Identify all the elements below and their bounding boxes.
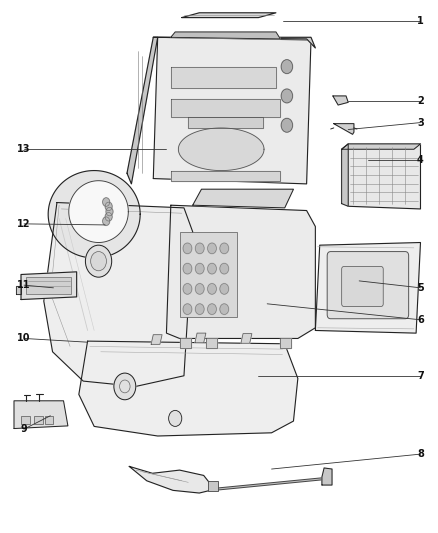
Text: 2: 2 (417, 96, 424, 106)
Circle shape (220, 304, 229, 314)
Text: 4: 4 (417, 155, 424, 165)
Polygon shape (334, 124, 354, 134)
Polygon shape (182, 13, 276, 18)
Text: 7: 7 (417, 371, 424, 381)
Polygon shape (193, 189, 293, 208)
Polygon shape (129, 466, 215, 493)
Polygon shape (153, 37, 311, 184)
Text: 9: 9 (21, 424, 28, 434)
Circle shape (208, 263, 216, 274)
Polygon shape (69, 181, 128, 243)
Polygon shape (48, 171, 140, 258)
Circle shape (220, 284, 229, 294)
Text: 3: 3 (417, 118, 424, 127)
Polygon shape (342, 144, 348, 206)
FancyBboxPatch shape (327, 252, 409, 319)
Circle shape (114, 373, 136, 400)
Text: 5: 5 (417, 283, 424, 293)
Text: 13: 13 (18, 144, 31, 154)
Polygon shape (315, 243, 420, 333)
Polygon shape (79, 341, 298, 436)
Polygon shape (171, 99, 280, 117)
Circle shape (195, 263, 204, 274)
Circle shape (91, 252, 106, 271)
Circle shape (208, 304, 216, 314)
Circle shape (102, 198, 110, 206)
Polygon shape (166, 205, 315, 338)
FancyBboxPatch shape (342, 266, 383, 306)
Polygon shape (14, 401, 68, 429)
Polygon shape (44, 203, 193, 386)
Circle shape (220, 263, 229, 274)
Bar (21, 416, 30, 424)
Text: 11: 11 (18, 280, 31, 290)
Polygon shape (342, 144, 420, 149)
Polygon shape (241, 334, 252, 343)
Circle shape (183, 284, 192, 294)
Circle shape (195, 284, 204, 294)
Polygon shape (171, 32, 280, 39)
Circle shape (106, 207, 113, 216)
Circle shape (105, 213, 112, 221)
Polygon shape (333, 96, 348, 105)
Circle shape (105, 202, 112, 211)
Polygon shape (180, 338, 191, 348)
Polygon shape (153, 37, 315, 48)
Bar (26, 277, 71, 294)
Polygon shape (171, 171, 280, 181)
Circle shape (281, 89, 293, 103)
Circle shape (208, 284, 216, 294)
Polygon shape (322, 468, 332, 485)
Polygon shape (348, 144, 420, 209)
Polygon shape (280, 338, 291, 348)
Circle shape (102, 217, 110, 225)
Bar (34, 416, 43, 424)
Text: 1: 1 (417, 17, 424, 26)
Text: 10: 10 (18, 334, 31, 343)
Circle shape (220, 243, 229, 254)
Text: 8: 8 (417, 449, 424, 459)
Polygon shape (171, 67, 276, 88)
Circle shape (183, 263, 192, 274)
Circle shape (208, 243, 216, 254)
Bar (180, 232, 237, 317)
Polygon shape (178, 128, 264, 171)
Circle shape (195, 243, 204, 254)
Text: 6: 6 (417, 315, 424, 325)
Circle shape (85, 245, 112, 277)
Circle shape (281, 60, 293, 74)
Polygon shape (21, 272, 77, 300)
Polygon shape (151, 335, 162, 344)
Circle shape (183, 304, 192, 314)
Polygon shape (195, 333, 206, 343)
Text: 12: 12 (18, 219, 31, 229)
Bar (208, 481, 218, 491)
Circle shape (281, 118, 293, 132)
Bar (45, 416, 53, 424)
Circle shape (169, 410, 182, 426)
Circle shape (183, 243, 192, 254)
Polygon shape (206, 338, 217, 348)
Polygon shape (127, 37, 158, 184)
Polygon shape (16, 286, 21, 294)
Polygon shape (188, 117, 263, 128)
Circle shape (195, 304, 204, 314)
